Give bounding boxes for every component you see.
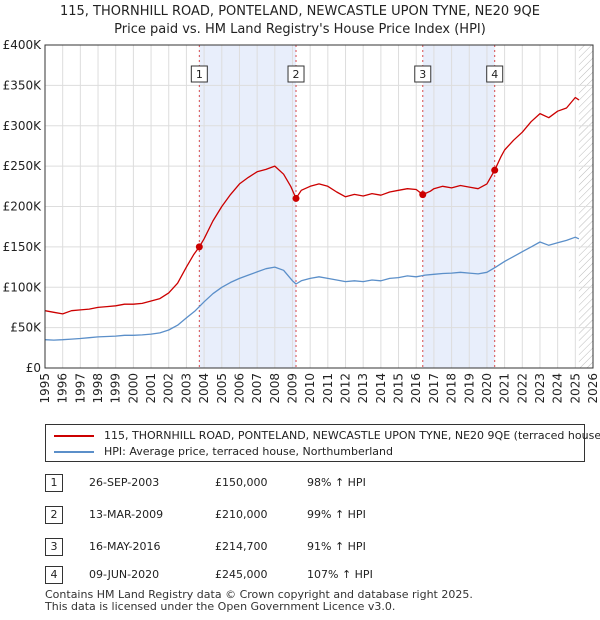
y-tick-label: £300K [3,119,43,133]
x-tick-label: 2019 [462,373,476,404]
sale-badge [287,65,305,83]
legend-item-hpi: HPI: Average price, terraced house, Nort… [54,444,393,460]
x-tick-label: 2023 [533,373,547,404]
x-tick-label: 2026 [586,373,600,404]
x-tick-label: 1996 [56,373,70,404]
legend-item-property: 115, THORNHILL ROAD, PONTELAND, NEWCASTL… [54,428,600,444]
x-tick-label: 2009 [285,373,299,404]
transaction-badge: 1 [45,474,63,492]
x-tick-label: 2014 [374,373,388,404]
x-tick-label: 2017 [427,373,441,404]
sale-badge [190,65,208,83]
x-tick-label: 2011 [321,373,335,404]
transaction-price: £214,700 [215,540,268,553]
transaction-price: £210,000 [215,508,268,521]
x-tick-label: 2025 [568,373,582,404]
footer-attribution: Contains HM Land Registry data © Crown c… [45,589,473,613]
x-tick-label: 2018 [445,373,459,404]
x-tick-label: 1999 [109,373,123,404]
x-tick-label: 1998 [91,373,105,404]
sale-badge [414,65,432,83]
sale-marker [195,243,203,251]
x-tick-label: 2000 [126,373,140,404]
x-tick-label: 1995 [38,373,52,404]
sale-badge-label: 4 [491,68,498,81]
transaction-hpi: 99% ↑ HPI [307,508,366,521]
sale-marker [491,166,499,174]
x-tick-label: 2001 [144,373,158,404]
x-tick-label: 2015 [392,373,406,404]
y-tick-label: £0 [26,361,41,375]
legend-label-hpi: HPI: Average price, terraced house, Nort… [104,445,393,458]
footer-line2: This data is licensed under the Open Gov… [45,600,396,613]
y-tick-label: £100K [3,280,43,294]
y-tick-label: £200K [3,200,43,214]
sale-badge [486,65,504,83]
transaction-badge: 3 [45,538,63,556]
sale-marker [419,191,427,199]
legend-swatch-hpi [54,451,94,453]
x-tick-label: 2013 [356,373,370,404]
hpi-line [44,236,580,341]
transaction-hpi: 107% ↑ HPI [307,568,373,581]
transaction-badge: 2 [45,506,63,524]
y-tick-label: £350K [3,78,43,92]
x-tick-label: 2003 [179,373,193,404]
x-tick-label: 2002 [162,373,176,404]
chart-title-line2: Price paid vs. HM Land Registry's House … [114,22,486,37]
x-tick-label: 2008 [268,373,282,404]
x-tick-label: 2022 [515,373,529,404]
x-tick-label: 1997 [73,373,87,404]
legend-swatch-property [54,435,94,437]
plot-frame [44,44,594,369]
transaction-date: 09-JUN-2020 [89,568,160,581]
chart-title-line1: 115, THORNHILL ROAD, PONTELAND, NEWCASTL… [59,4,540,19]
legend-label-property: 115, THORNHILL ROAD, PONTELAND, NEWCASTL… [104,429,600,442]
y-tick-label: £250K [3,159,43,173]
transaction-date: 26-SEP-2003 [89,476,160,489]
transaction-hpi: 91% ↑ HPI [307,540,366,553]
x-tick-label: 2010 [303,373,317,404]
transaction-price: £245,000 [215,568,268,581]
chart-title: 115, THORNHILL ROAD, PONTELAND, NEWCASTL… [0,3,600,39]
price-chart: £0 £50K £100K £150K £200K £250K £300K £350K £400… [3,38,600,404]
y-tick-label: £50K [10,321,42,335]
transaction-date: 13-MAR-2009 [89,508,164,521]
x-tick-label: 2021 [498,373,512,404]
x-tick-label: 2004 [197,373,211,404]
transaction-hpi: 98% ↑ HPI [307,476,366,489]
x-tick-label: 2016 [409,373,423,404]
x-tick-label: 2006 [232,373,246,404]
sale-marker [292,194,300,202]
x-tick-label: 2020 [480,373,494,404]
sale-badge-label: 2 [293,68,300,81]
footer-line1: Contains HM Land Registry data © Crown c… [45,588,473,601]
transaction-price: £150,000 [215,476,268,489]
y-tick-label: £400K [3,38,43,52]
y-tick-label: £150K [3,240,43,254]
legend: 115, THORNHILL ROAD, PONTELAND, NEWCASTL… [45,424,600,462]
property-price-line [44,96,580,315]
sale-badge-label: 3 [419,68,426,81]
transaction-badge: 4 [45,566,63,584]
sale-badge-label: 1 [196,68,203,81]
x-tick-label: 2012 [339,373,353,404]
x-tick-label: 2024 [551,373,565,404]
x-tick-label: 2007 [250,373,264,404]
x-tick-label: 2005 [215,373,229,404]
transaction-date: 16-MAY-2016 [89,540,161,553]
